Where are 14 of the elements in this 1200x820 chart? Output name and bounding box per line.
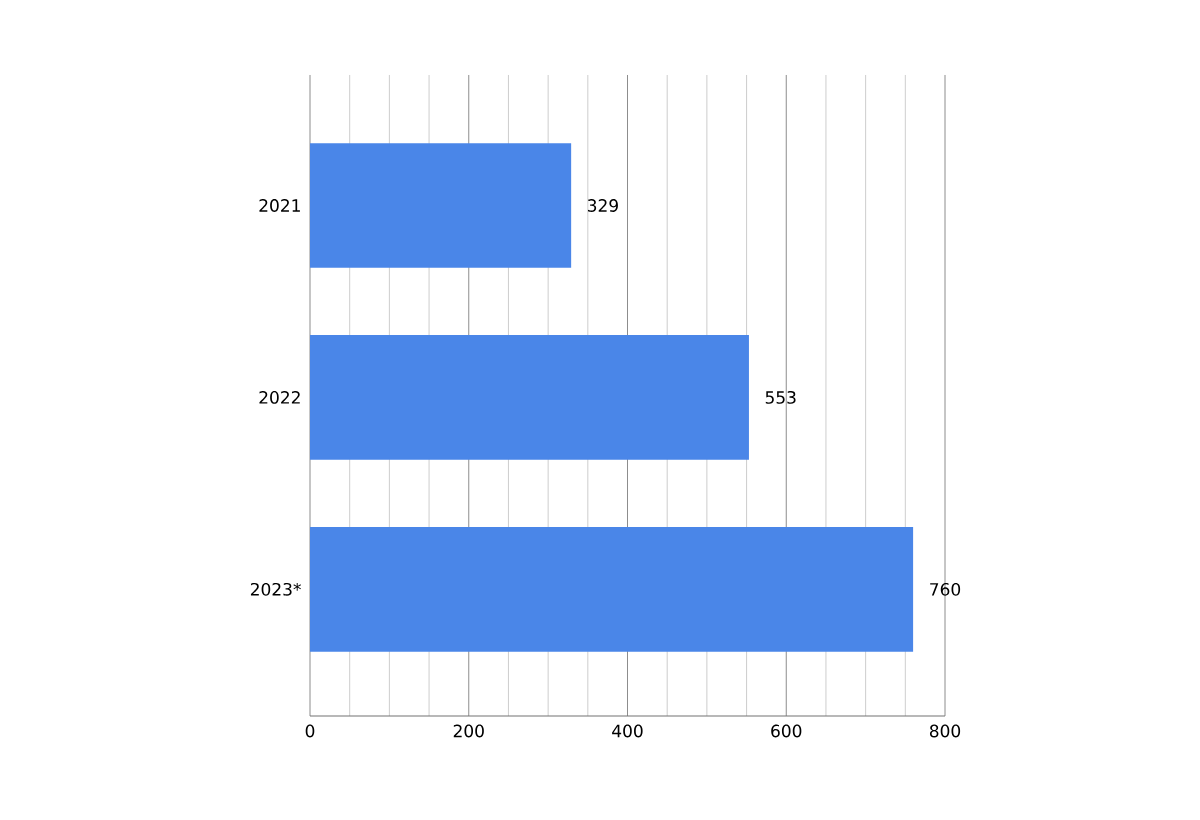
x-tick-label: 400 [612,724,643,738]
bar [310,335,749,460]
y-tick-label: 2022 [259,390,300,404]
x-tick-label: 600 [771,724,802,738]
bar [310,526,914,652]
data-label: 329 [587,199,618,212]
y-tick-label: 2021 [259,199,300,212]
x-tick-label: 800 [929,724,961,738]
y-tick-label: 2023* [250,582,301,596]
data-label: 760 [930,582,961,596]
data-label: 553 [765,390,796,404]
bar [310,143,572,268]
x-tick-label: 200 [453,724,484,738]
x-tick-label: 0 [305,724,315,738]
